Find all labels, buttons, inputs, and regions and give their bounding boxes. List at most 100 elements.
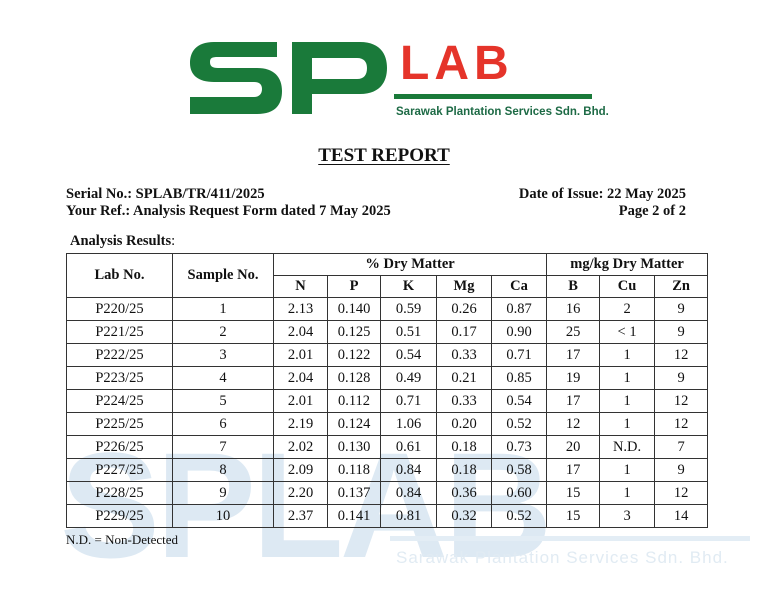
table-cell: 19 bbox=[546, 366, 601, 390]
table-cell: 0.84 bbox=[380, 481, 437, 505]
table-cell: 17 bbox=[546, 458, 601, 482]
table-cell: 9 bbox=[654, 297, 709, 321]
table-cell: 2 bbox=[172, 320, 274, 344]
table-cell: 9 bbox=[654, 320, 709, 344]
table-cell: 1.06 bbox=[380, 412, 437, 436]
table-cell: P221/25 bbox=[66, 320, 173, 344]
table-row: P225/25 6 2.19 0.124 1.06 0.20 0.52 12 1 12 bbox=[66, 412, 709, 436]
table-cell: P225/25 bbox=[66, 412, 173, 436]
col-mg: Mg bbox=[436, 275, 492, 298]
col-cu: Cu bbox=[599, 275, 656, 298]
table-row: P223/25 4 2.04 0.128 0.49 0.21 0.85 19 1 9 bbox=[66, 366, 709, 390]
table-cell: 0.49 bbox=[380, 366, 437, 390]
table-cell: 0.32 bbox=[436, 504, 492, 528]
table-cell: 0.17 bbox=[436, 320, 492, 344]
table-cell: 5 bbox=[172, 389, 274, 413]
table-cell: 0.73 bbox=[490, 435, 548, 459]
table-cell: 1 bbox=[599, 481, 656, 505]
table-cell: 0.61 bbox=[380, 435, 437, 459]
table-cell: 2.20 bbox=[273, 481, 328, 505]
table-row: P227/25 8 2.09 0.118 0.84 0.18 0.58 17 1 9 bbox=[66, 458, 709, 482]
table-cell: 12 bbox=[654, 481, 709, 505]
table-cell: 1 bbox=[599, 412, 656, 436]
col-sample-no: Sample No. bbox=[172, 253, 274, 298]
header-row-groups: Lab No. Sample No. % Dry Matter mg/kg Dr… bbox=[66, 253, 709, 298]
report-title-text: TEST REPORT bbox=[318, 145, 450, 166]
report-title: TEST REPORT bbox=[0, 145, 768, 167]
table-cell: 0.26 bbox=[436, 297, 492, 321]
results-table: Lab No. Sample No. % Dry Matter mg/kg Dr… bbox=[66, 253, 709, 528]
table-cell: 2.04 bbox=[273, 366, 328, 390]
table-row: P222/25 3 2.01 0.122 0.54 0.33 0.71 17 1 12 bbox=[66, 343, 709, 367]
table-cell: 9 bbox=[172, 481, 274, 505]
col-zn: Zn bbox=[654, 275, 709, 298]
section-label: Analysis Results bbox=[70, 233, 172, 249]
table-cell: 12 bbox=[546, 412, 601, 436]
table-cell: 2.09 bbox=[273, 458, 328, 482]
table-cell: 0.84 bbox=[380, 458, 437, 482]
table-cell: 2.02 bbox=[273, 435, 328, 459]
watermark-company: Sarawak Plantation Services Sdn. Bhd. bbox=[396, 548, 729, 567]
table-cell: 12 bbox=[654, 343, 709, 367]
table-cell: 0.81 bbox=[380, 504, 437, 528]
table-cell: 0.140 bbox=[327, 297, 381, 321]
table-cell: 0.130 bbox=[327, 435, 381, 459]
table-cell: 2.13 bbox=[273, 297, 328, 321]
table-cell: 14 bbox=[654, 504, 709, 528]
page-number: Page 2 of 2 bbox=[618, 203, 686, 219]
table-cell: 0.112 bbox=[327, 389, 381, 413]
table-cell: 1 bbox=[599, 343, 656, 367]
table-cell: 4 bbox=[172, 366, 274, 390]
table-row: P220/25 1 2.13 0.140 0.59 0.26 0.87 16 2 9 bbox=[66, 297, 709, 321]
col-k: K bbox=[380, 275, 437, 298]
col-b: B bbox=[546, 275, 601, 298]
table-row: P228/25 9 2.20 0.137 0.84 0.36 0.60 15 1 12 bbox=[66, 481, 709, 505]
table-cell: P228/25 bbox=[66, 481, 173, 505]
group-mgkg: mg/kg Dry Matter bbox=[546, 253, 709, 276]
table-cell: 25 bbox=[546, 320, 601, 344]
table-cell: 8 bbox=[172, 458, 274, 482]
table-cell: 9 bbox=[654, 366, 709, 390]
col-n: N bbox=[273, 275, 328, 298]
table-cell: 16 bbox=[546, 297, 601, 321]
table-row: P224/25 5 2.01 0.112 0.71 0.33 0.54 17 1 12 bbox=[66, 389, 709, 413]
table-cell: 0.128 bbox=[327, 366, 381, 390]
table-cell: 0.33 bbox=[436, 343, 492, 367]
table-cell: 0.122 bbox=[327, 343, 381, 367]
table-cell: 20 bbox=[546, 435, 601, 459]
table-cell: 0.60 bbox=[490, 481, 548, 505]
table-cell: 15 bbox=[546, 481, 601, 505]
table-cell: 1 bbox=[172, 297, 274, 321]
table-cell: 2.04 bbox=[273, 320, 328, 344]
col-lab-no: Lab No. bbox=[66, 253, 173, 298]
table-cell: 1 bbox=[599, 458, 656, 482]
table-cell: 0.52 bbox=[490, 504, 548, 528]
table-cell: P229/25 bbox=[66, 504, 173, 528]
table-cell: 12 bbox=[654, 389, 709, 413]
table-cell: 0.20 bbox=[436, 412, 492, 436]
table-row: P229/25 10 2.37 0.141 0.81 0.32 0.52 15 3 14 bbox=[66, 504, 709, 528]
table-cell: 12 bbox=[654, 412, 709, 436]
col-ca: Ca bbox=[490, 275, 548, 298]
table-cell: P227/25 bbox=[66, 458, 173, 482]
table-cell: 0.21 bbox=[436, 366, 492, 390]
col-p: P bbox=[327, 275, 381, 298]
table-cell: N.D. bbox=[599, 435, 656, 459]
table-cell: 0.59 bbox=[380, 297, 437, 321]
table-cell: 0.141 bbox=[327, 504, 381, 528]
table-cell: 6 bbox=[172, 412, 274, 436]
table-cell: 0.52 bbox=[490, 412, 548, 436]
table-cell: 0.54 bbox=[380, 343, 437, 367]
table-cell: 0.125 bbox=[327, 320, 381, 344]
table-cell: 7 bbox=[172, 435, 274, 459]
table-cell: 2.37 bbox=[273, 504, 328, 528]
table-cell: P226/25 bbox=[66, 435, 173, 459]
splab-logo: LAB Sarawak Plantation Services Sdn. Bhd… bbox=[182, 30, 609, 130]
table-cell: P223/25 bbox=[66, 366, 173, 390]
section-heading: Analysis Results: bbox=[70, 233, 176, 249]
table-cell: 3 bbox=[172, 343, 274, 367]
watermark-bar bbox=[390, 536, 750, 541]
serial-number: Serial No.: SPLAB/TR/411/2025 bbox=[66, 186, 265, 202]
sp-logo-icon bbox=[190, 42, 387, 114]
